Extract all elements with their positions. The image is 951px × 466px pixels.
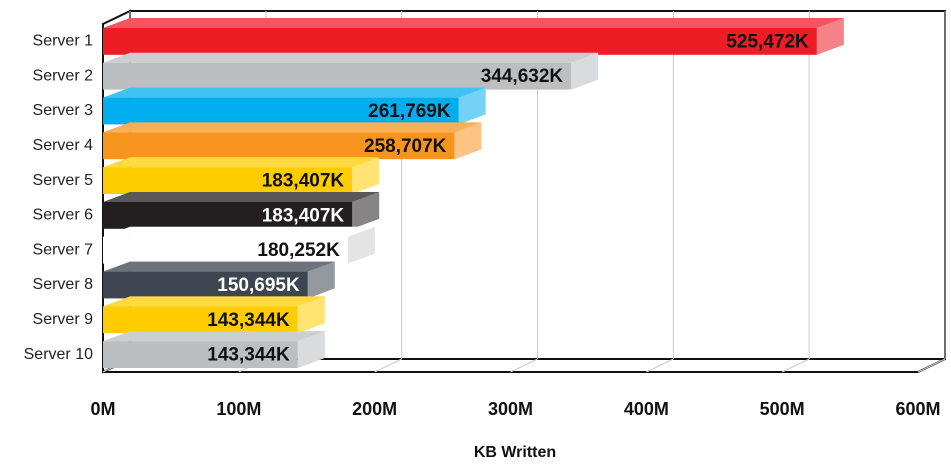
bar-top bbox=[103, 157, 380, 168]
bar-side bbox=[352, 157, 380, 194]
bar bbox=[103, 202, 353, 229]
category-label: Server 6 bbox=[33, 207, 94, 224]
category-label: Server 7 bbox=[33, 241, 94, 258]
x-tick-label: 400M bbox=[624, 399, 669, 419]
value-label: 180,252K bbox=[257, 240, 340, 261]
floor-grid-line bbox=[646, 358, 674, 373]
value-label: 344,632K bbox=[481, 66, 564, 87]
bar-top-shade bbox=[103, 157, 380, 168]
value-label: 143,344K bbox=[207, 345, 290, 366]
x-tick-label: 500M bbox=[760, 399, 805, 419]
bar-side-shade bbox=[347, 226, 375, 264]
bar-top bbox=[103, 296, 325, 307]
bar-top-shade bbox=[103, 18, 844, 28]
value-label: 183,407K bbox=[262, 171, 345, 192]
value-label: 525,472K bbox=[726, 31, 809, 52]
x-tick-label: 100M bbox=[216, 399, 261, 419]
x-axis-label: KB Written bbox=[474, 444, 556, 461]
category-label: Server 4 bbox=[33, 137, 94, 154]
bar-side-shade bbox=[454, 122, 482, 160]
value-label: 150,695K bbox=[217, 275, 300, 296]
bar-side bbox=[307, 261, 335, 299]
bar-top bbox=[103, 122, 482, 133]
bar-top-shade bbox=[103, 261, 335, 272]
x-tick-label: 200M bbox=[352, 399, 397, 419]
category-label: Server 9 bbox=[33, 311, 94, 328]
category-label: Server 2 bbox=[33, 67, 94, 84]
category-label: Server 5 bbox=[33, 172, 94, 189]
bar bbox=[103, 28, 817, 55]
bar-top bbox=[103, 87, 486, 98]
x-tick-label: 600M bbox=[895, 399, 940, 419]
category-label: Server 8 bbox=[33, 276, 94, 293]
value-label: 258,707K bbox=[364, 136, 447, 157]
floor-grid-line bbox=[917, 358, 946, 373]
bar bbox=[103, 271, 308, 299]
bar-top-shade bbox=[103, 87, 486, 98]
category-label: Server 10 bbox=[24, 346, 93, 363]
bar-side-shade bbox=[352, 157, 380, 194]
bar-top-shade bbox=[103, 331, 325, 342]
bar-top bbox=[103, 192, 380, 202]
floor-grid-line bbox=[374, 358, 402, 373]
bar-top-shade bbox=[103, 122, 482, 133]
bar-side-shade bbox=[297, 331, 325, 368]
bar-top bbox=[103, 18, 844, 28]
bar-top bbox=[103, 331, 325, 342]
bar-side-shade bbox=[571, 52, 599, 90]
floor-grid-line bbox=[510, 358, 538, 373]
category-label: Server 3 bbox=[33, 102, 94, 119]
bar-side-shade bbox=[307, 261, 335, 299]
bar-top-shade bbox=[103, 52, 599, 63]
bar bbox=[103, 341, 298, 368]
category-label: Server 1 bbox=[33, 33, 94, 50]
bar bbox=[103, 306, 298, 334]
value-label: 143,344K bbox=[207, 310, 290, 331]
bar bbox=[103, 236, 348, 264]
bar-side bbox=[454, 122, 482, 160]
bar-side bbox=[816, 18, 844, 55]
x-tick-label: 0M bbox=[90, 399, 115, 419]
bar-side bbox=[458, 87, 486, 125]
bar-side bbox=[297, 331, 325, 368]
bar-top bbox=[103, 52, 599, 63]
bar-top-shade bbox=[103, 192, 380, 202]
bar-top bbox=[103, 226, 375, 237]
bar-side-shade bbox=[816, 18, 844, 55]
bar bbox=[103, 62, 572, 90]
bar-side-shade bbox=[352, 192, 380, 229]
value-label: 183,407K bbox=[262, 205, 345, 226]
x-tick-label: 300M bbox=[488, 399, 533, 419]
floor-grid-line bbox=[781, 358, 810, 373]
bar bbox=[103, 167, 353, 194]
bar-side bbox=[297, 296, 325, 334]
bar-top bbox=[103, 261, 335, 272]
bar-side-shade bbox=[458, 87, 486, 125]
bar-side bbox=[571, 52, 599, 90]
bar-top-shade bbox=[103, 296, 325, 307]
bar-top-shade bbox=[103, 226, 375, 237]
bar bbox=[103, 132, 455, 160]
bar-side bbox=[352, 192, 380, 229]
bar-side-shade bbox=[297, 296, 325, 334]
bar bbox=[103, 97, 459, 125]
value-label: 261,769K bbox=[368, 101, 451, 122]
